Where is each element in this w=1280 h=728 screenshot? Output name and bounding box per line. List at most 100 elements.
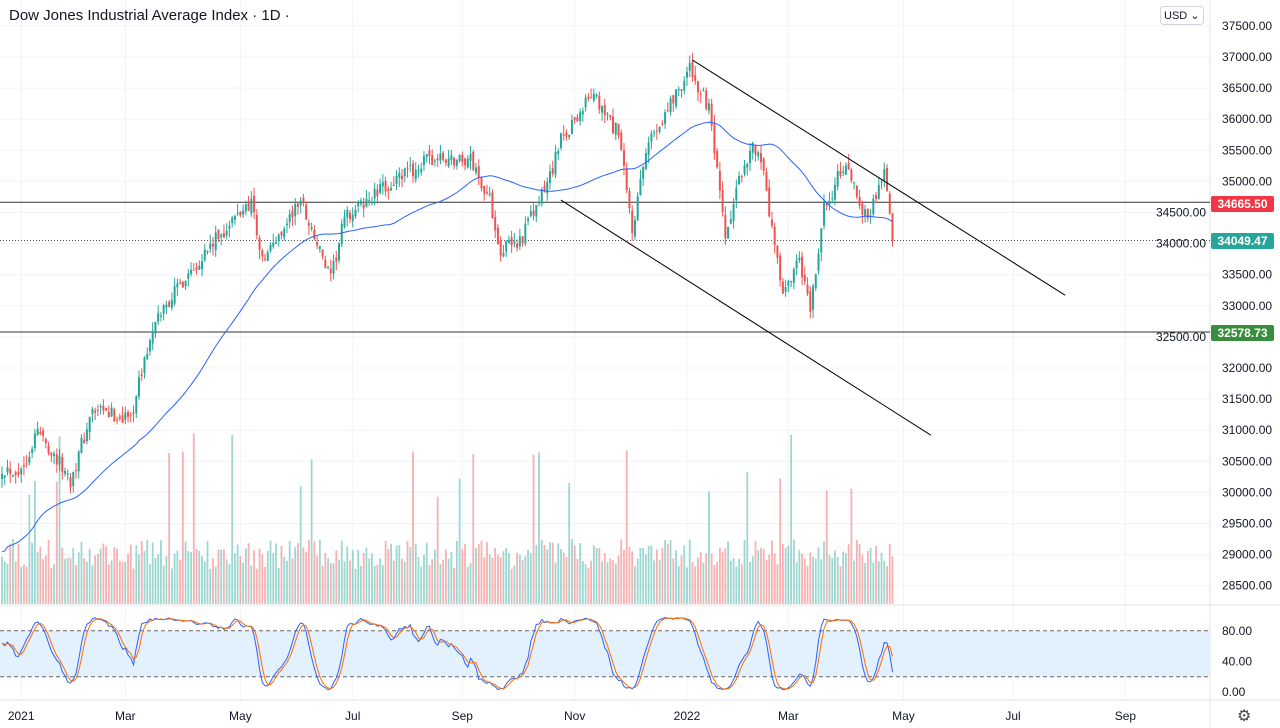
candle-body [154, 321, 157, 334]
volume-bar [3, 561, 6, 604]
volume-bar [97, 553, 99, 604]
volume-bar [664, 539, 666, 604]
candle-body [707, 103, 710, 111]
volume-bar [190, 552, 192, 604]
candle-body [395, 175, 398, 185]
candle-body [477, 166, 480, 178]
volume-bar [639, 547, 642, 604]
volume-bar [42, 559, 44, 604]
currency-dropdown[interactable]: USD ⌄ [1160, 6, 1204, 25]
volume-bar [779, 478, 782, 604]
volume-bar [77, 552, 80, 604]
candle-body [195, 267, 198, 270]
candle-body [340, 223, 343, 245]
volume-bar [576, 559, 579, 604]
candle-body [33, 433, 36, 449]
candle-body [855, 185, 858, 197]
volume-bar [806, 565, 809, 604]
volume-bar [187, 551, 190, 604]
candle-body [99, 405, 102, 408]
y-tick-label: 31000.00 [1222, 423, 1272, 437]
volume-bar [831, 557, 834, 604]
volume-bar [66, 557, 69, 604]
volume-bar [403, 561, 406, 604]
volume-bar [398, 545, 401, 604]
settings-gear-icon[interactable]: ⚙ [1237, 708, 1252, 725]
volume-bar [61, 547, 64, 604]
volume-bar [631, 551, 634, 604]
candle-body [655, 130, 658, 132]
candle-body [496, 227, 499, 245]
volume-bar [855, 539, 858, 604]
candle-body [140, 374, 143, 377]
volume-bar [179, 559, 181, 604]
candle-body [858, 196, 861, 206]
candle-body [716, 150, 719, 168]
volume-bar [836, 557, 839, 604]
y-tick-label: 28500.00 [1222, 579, 1272, 593]
volume-bar [713, 564, 716, 604]
volume-bar [557, 543, 560, 604]
volume-bar [146, 539, 149, 604]
candle-body [22, 464, 25, 467]
volume-bar [453, 568, 455, 604]
volume-bar [773, 553, 776, 604]
candle-body [631, 210, 634, 234]
candle-body [168, 301, 171, 307]
y-tick-label: 31500.00 [1222, 392, 1272, 406]
volume-bar [346, 546, 349, 604]
volume-bar [442, 559, 445, 604]
candle-body [447, 158, 450, 167]
candle-body [666, 110, 669, 112]
volume-bar [842, 551, 845, 604]
x-tick-label: Jul [1005, 709, 1020, 723]
candle-body [28, 456, 31, 463]
volume-bar [729, 560, 732, 604]
candle-body [157, 313, 160, 322]
volume-bar [491, 557, 494, 604]
volume-bar [181, 451, 184, 604]
candle-body [743, 165, 746, 175]
volume-bar [138, 554, 140, 604]
volume-bar [444, 549, 447, 604]
volume-bar [647, 545, 650, 604]
candle-body [135, 396, 138, 414]
trend-line [560, 199, 932, 436]
volume-bar [727, 541, 729, 604]
volume-bar [338, 559, 340, 604]
candle-body [3, 475, 6, 478]
volume-bar [502, 551, 505, 604]
candle-body [288, 213, 291, 223]
candle-body [222, 233, 225, 238]
volume-bar [157, 554, 160, 604]
candle-body [746, 163, 749, 168]
candle-body [439, 153, 442, 161]
candle-body [642, 167, 645, 179]
volume-bar [606, 562, 609, 604]
candle-body [321, 249, 324, 257]
candle-body [55, 454, 58, 465]
candle-body [88, 416, 91, 432]
candle-body [370, 201, 373, 204]
candle-body [376, 189, 379, 197]
volume-bar [86, 561, 88, 604]
volume-bar [579, 543, 582, 604]
candle-body [620, 132, 623, 150]
volume-bar [75, 564, 77, 604]
candle-body [686, 71, 688, 78]
volume-bar [107, 564, 110, 604]
candle-body [332, 261, 335, 274]
candle-body [740, 176, 743, 178]
candle-body [450, 155, 453, 161]
volume-bar [551, 542, 554, 604]
candle-body [823, 202, 825, 226]
volume-bar [655, 549, 658, 604]
volume-bar [110, 560, 113, 604]
candle-body [568, 134, 571, 138]
candle-body [883, 169, 886, 181]
candle-body [842, 171, 845, 173]
candle-body [203, 249, 206, 261]
x-tick-label: Sep [452, 709, 474, 723]
volume-bar [771, 540, 773, 604]
